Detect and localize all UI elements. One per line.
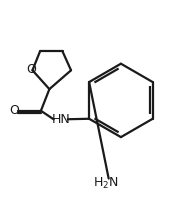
Text: H$_2$N: H$_2$N [93,176,119,191]
Text: HN: HN [51,113,70,126]
Text: O: O [26,63,36,76]
Text: O: O [10,104,19,117]
